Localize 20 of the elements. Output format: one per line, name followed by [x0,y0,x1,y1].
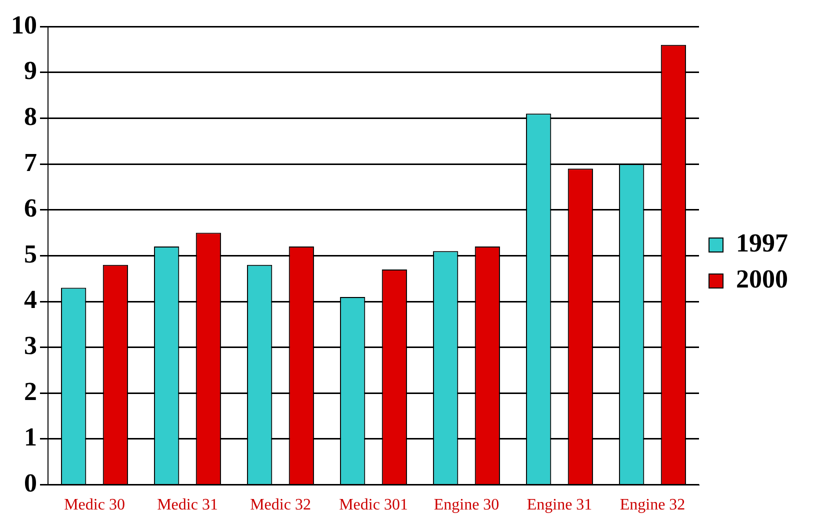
x-tick-label: Engine 31 [526,496,592,514]
y-tick-label: 8 [24,102,37,131]
y-tick-label: 10 [11,10,37,40]
y-tick-label: 0 [24,468,37,498]
y-tick-label: 6 [24,194,37,223]
x-tick-label: Engine 32 [620,496,686,514]
y-tick-label: 1 [24,422,37,452]
y-tick-label: 9 [24,56,37,86]
y-tick-label: 4 [24,285,37,314]
x-tick-label: Medic 301 [339,496,408,514]
y-tick-label: 5 [24,239,37,268]
y-tick-label: 7 [24,148,37,177]
y-tick-label: 2 [24,376,37,406]
x-tick-label: Medic 32 [250,496,311,514]
x-tick-label: Medic 30 [64,496,125,514]
legend-label: 2000 [736,264,788,294]
x-tick-label: Engine 30 [434,496,500,514]
y-tick-label: 3 [24,331,37,360]
x-tick-label: Medic 31 [157,496,218,514]
legend-label: 1997 [736,228,788,258]
